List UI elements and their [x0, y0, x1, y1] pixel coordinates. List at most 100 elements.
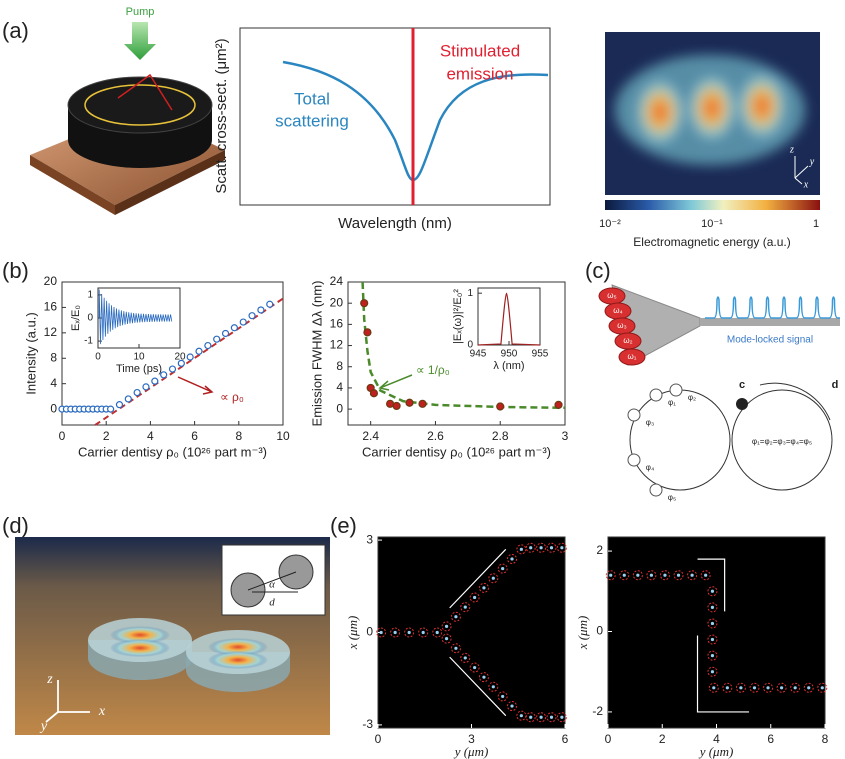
data-point — [369, 389, 379, 398]
field-spot — [704, 573, 708, 577]
data-point — [266, 300, 274, 308]
data-point — [230, 324, 238, 332]
y-axis-label: Emission FWHM Δλ (nm) — [309, 281, 324, 427]
waveguide-site — [619, 570, 630, 581]
y-tick-label: 1 — [467, 288, 473, 299]
waveguide-site — [441, 633, 452, 644]
y-tick-label: -3 — [362, 717, 373, 731]
waveguide-site — [546, 712, 557, 723]
field-spot — [780, 686, 784, 690]
waveguide-site — [441, 621, 452, 632]
mode-ball — [618, 348, 646, 366]
data-point — [213, 335, 221, 343]
x-axis-label: Carrier dentisy ρ₀ (10²⁶ part m⁻³) — [78, 444, 267, 459]
x-tick-label: 0 — [605, 732, 612, 746]
data-point — [124, 395, 132, 403]
field-spot — [463, 605, 467, 609]
axis-label: y — [809, 156, 815, 167]
mode-lobe — [110, 626, 170, 644]
waveguide-site — [460, 652, 471, 663]
data-point — [115, 401, 124, 409]
plot-background — [378, 537, 565, 728]
y-tick-label: 0 — [50, 401, 57, 415]
data-point — [363, 328, 372, 337]
annotation-arrow — [177, 376, 214, 395]
waveguide-site — [735, 682, 746, 693]
waveguide-site — [418, 627, 429, 638]
x-axis-label: λ (nm) — [493, 360, 524, 372]
direction-arrow — [696, 558, 750, 713]
x-tick-label: 2.8 — [492, 429, 509, 443]
y-tick-label: 16 — [44, 300, 58, 314]
waveguide-site — [546, 542, 557, 553]
axis-triad — [794, 156, 809, 185]
waveguide-site — [556, 542, 567, 553]
substrate-side — [115, 150, 225, 215]
x-tick-label: 2 — [103, 429, 110, 443]
annotation: ∝ 1/ρ₀ — [416, 363, 450, 377]
y-tick-label: 20 — [44, 274, 58, 288]
waveguide-site — [488, 573, 499, 584]
field-spot — [473, 595, 477, 600]
waveguide-site — [497, 563, 508, 574]
y-tick-label: 8 — [336, 359, 343, 373]
pulse-marker — [627, 408, 641, 422]
pulse-marker — [649, 388, 663, 402]
x-tick-label: 4 — [713, 732, 720, 746]
waveguide-site — [536, 542, 547, 553]
field-spot — [454, 615, 458, 619]
pump-arrow — [124, 22, 156, 60]
waveguide-site — [707, 666, 718, 677]
data-point — [107, 405, 115, 413]
x-axis-label: Time (ps) — [116, 363, 162, 375]
waveguide-site — [516, 544, 527, 555]
y-tick-label: 3 — [366, 532, 373, 546]
data-point — [392, 401, 401, 411]
waveguide-site — [687, 570, 698, 581]
field-spot — [539, 546, 543, 550]
waveguide-site — [632, 570, 643, 581]
field-spot — [690, 573, 694, 577]
waveguide-site — [707, 618, 718, 629]
data-point — [204, 341, 212, 350]
field-lobe — [684, 70, 740, 146]
plot-frame — [61, 281, 284, 426]
field-spot — [766, 686, 770, 690]
y-tick-label: 0 — [596, 624, 603, 638]
y-tick-label: -2 — [592, 704, 603, 718]
waveguide-site — [404, 627, 415, 638]
x-tick-label: 0 — [95, 352, 101, 363]
y-tick-label: 12 — [44, 325, 58, 339]
plot-frame — [477, 287, 541, 346]
waveguide-site — [478, 672, 489, 683]
waveguide-site — [469, 592, 480, 603]
pulse-marker — [627, 453, 641, 467]
field-spot — [444, 624, 449, 628]
direction-arrow — [449, 548, 507, 717]
field-spot — [710, 605, 715, 609]
waveguide-site — [390, 627, 401, 638]
x-tick-label: 0 — [59, 429, 66, 443]
waveguide-site — [497, 691, 508, 702]
y-tick-label: 16 — [330, 317, 344, 331]
field-spot — [710, 621, 715, 626]
field-spot — [560, 715, 564, 719]
waveguide-site — [673, 570, 684, 581]
field-spot — [636, 573, 640, 577]
panel-label: (c) — [585, 258, 611, 283]
data-point — [360, 299, 369, 308]
phase-label: φ₂ — [688, 393, 696, 402]
colorbar-tick-label: 1 — [813, 218, 819, 230]
ray — [117, 73, 173, 111]
field-spot — [622, 573, 626, 577]
waveguide-site — [776, 682, 787, 693]
field-spot — [560, 546, 564, 550]
mode-label: ω₃ — [617, 321, 627, 330]
data-point — [405, 398, 414, 407]
cavity — [731, 389, 833, 491]
phase-label: φ₃ — [646, 418, 654, 427]
pulse-marker — [669, 383, 683, 397]
waveguide-site — [525, 542, 536, 553]
field-spot — [393, 630, 397, 635]
